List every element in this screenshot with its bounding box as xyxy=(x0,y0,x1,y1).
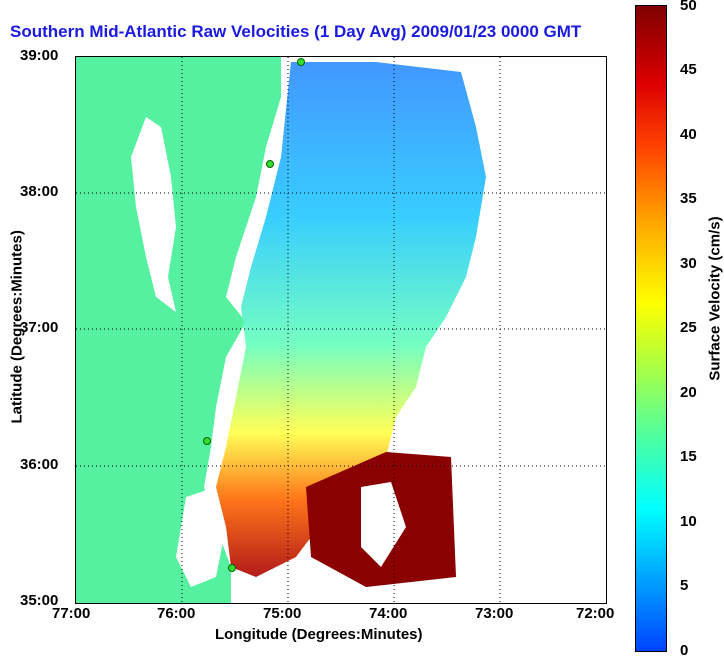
colorbar-tick: 5 xyxy=(680,577,689,594)
colorbar-tick: 20 xyxy=(680,384,697,401)
x-tick-label: 73:00 xyxy=(475,605,514,622)
radar-sites xyxy=(203,58,305,572)
y-tick-label: 38:00 xyxy=(20,183,59,200)
data-gap xyxy=(361,482,406,567)
colorbar-tick: 15 xyxy=(680,448,697,465)
y-tick-label: 37:00 xyxy=(20,319,59,336)
colorbar-tick: 10 xyxy=(680,513,697,530)
velocity-field xyxy=(216,62,486,577)
colorbar xyxy=(635,5,667,652)
grid-lines xyxy=(76,57,606,603)
y-tick-label: 39:00 xyxy=(20,47,59,64)
y-tick-label: 36:00 xyxy=(20,456,59,473)
colorbar-label: Surface Velocity (cm/s) xyxy=(706,216,724,381)
x-tick-label: 74:00 xyxy=(369,605,408,622)
colorbar-tick: 35 xyxy=(680,190,697,207)
x-tick-label: 75:00 xyxy=(263,605,302,622)
colorbar-tick: 40 xyxy=(680,126,697,143)
colorbar-tick: 30 xyxy=(680,255,697,272)
y-tick-label: 35:00 xyxy=(20,592,59,609)
map-plot-area xyxy=(75,56,607,604)
x-tick-label: 76:00 xyxy=(157,605,196,622)
map-canvas xyxy=(76,57,606,603)
x-axis-label: Longitude (Degrees:Minutes) xyxy=(215,626,423,643)
x-tick-label: 77:00 xyxy=(52,605,91,622)
colorbar-tick: 25 xyxy=(680,319,697,336)
land-mass xyxy=(76,57,281,603)
y-axis-label: Latitude (Degrees:Minutes) xyxy=(8,230,26,424)
chesapeake-bay xyxy=(131,117,176,312)
pamlico-sound xyxy=(176,487,226,587)
colorbar-tick: 50 xyxy=(680,0,697,14)
map-title: Southern Mid-Atlantic Raw Velocities (1 … xyxy=(10,22,582,41)
x-tick-label: 72:00 xyxy=(576,605,615,622)
colorbar-tick: 0 xyxy=(680,642,689,659)
colorbar-tick: 45 xyxy=(680,61,697,78)
